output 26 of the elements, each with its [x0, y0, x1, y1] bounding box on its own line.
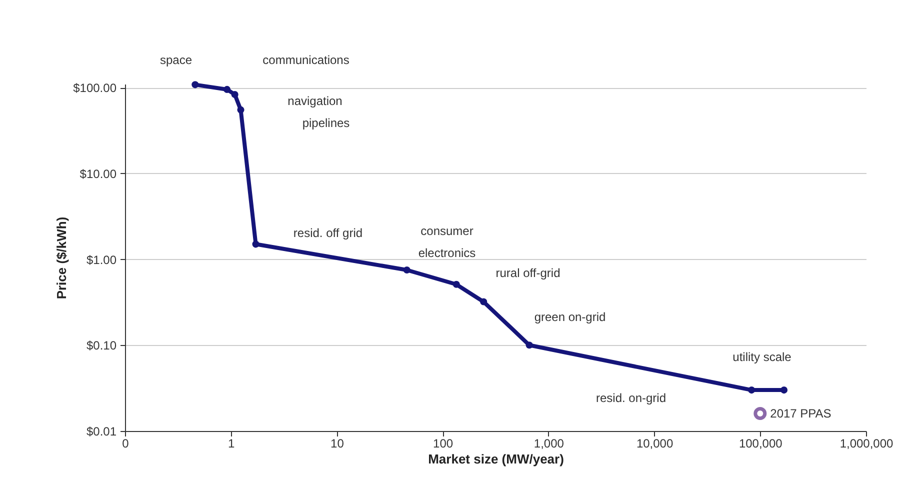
text: space	[160, 53, 192, 67]
annotation: rural off-grid	[496, 266, 560, 280]
text: communications	[262, 53, 350, 67]
x-tick-label: 100	[433, 436, 454, 450]
annotation: green on-grid	[534, 310, 606, 324]
y-axis-title: Price ($/kWh)	[54, 216, 70, 300]
y-tick-label: $0.10	[86, 338, 117, 353]
y-tick-label: $0.01	[86, 424, 117, 438]
annotation: utility scale	[732, 350, 792, 364]
x-tick-label: 10	[330, 436, 344, 450]
x-tick-label: 1,000	[534, 436, 564, 450]
annotation: consumer electronics	[418, 224, 476, 260]
x-tick-label: 0	[122, 436, 130, 450]
y-tick-label: $1.00	[86, 252, 117, 267]
x-axis-title: Market size (MW/year)	[428, 452, 564, 466]
series-label: 2017 PPAS	[770, 406, 832, 420]
x-tick-label: 10,000	[636, 436, 674, 450]
annotation: resid. on-grid	[596, 391, 666, 405]
annotation: navigation	[288, 94, 342, 108]
annotation: resid. off grid	[293, 226, 363, 240]
annotation: pipelines	[302, 116, 350, 130]
x-tick-label: 1,000,000	[840, 436, 894, 450]
y-tick-label: $100.00	[73, 81, 117, 96]
x-tick-label: 100,000	[738, 436, 783, 450]
x-tick-label: 1	[228, 436, 236, 450]
y-tick-label: $10.00	[80, 166, 117, 181]
